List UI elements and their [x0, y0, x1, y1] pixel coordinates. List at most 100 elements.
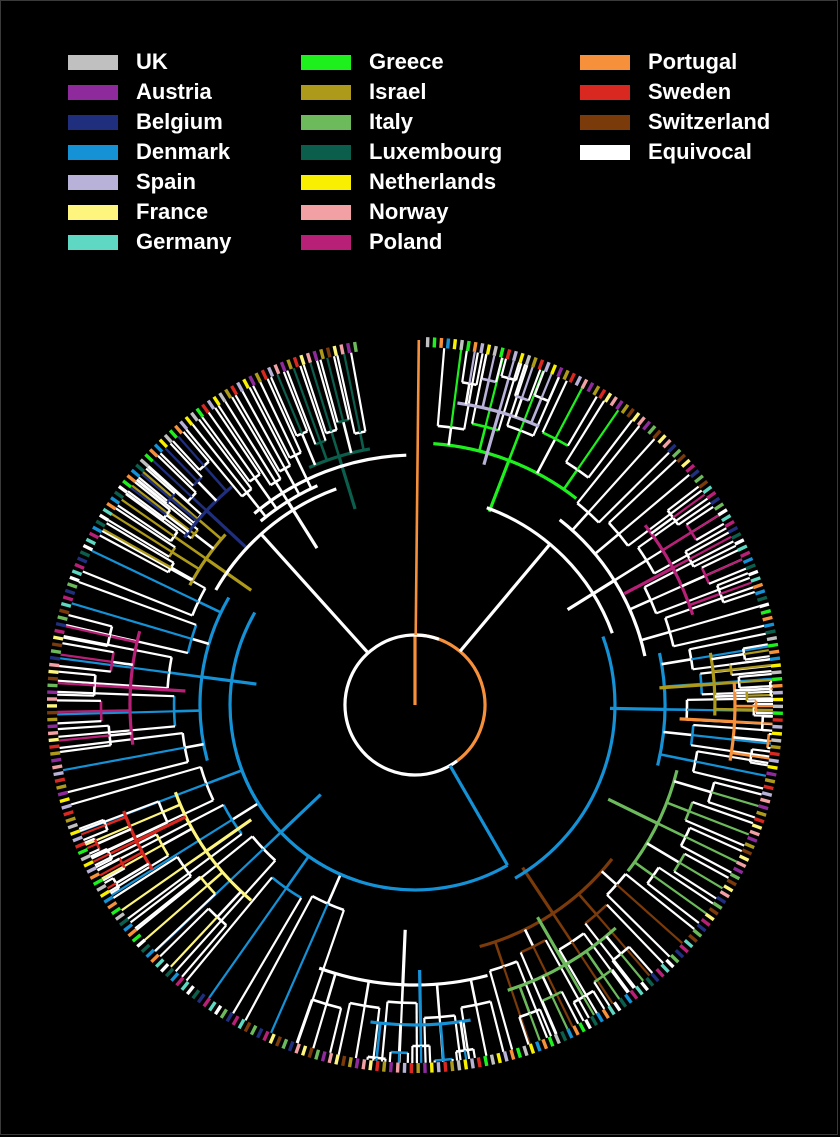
tree-tip: [159, 963, 170, 973]
tree-branches: [56, 339, 774, 1064]
tree-tip: [114, 912, 125, 921]
tree-branch-radial: [544, 939, 590, 1019]
tree-branch-radial: [652, 874, 707, 915]
tree-tip: [762, 615, 773, 622]
tree-branch-radial: [684, 852, 730, 879]
tree-tip: [568, 372, 576, 384]
tree-tip: [77, 847, 89, 856]
tree-tip: [88, 531, 100, 540]
tree-branch-radial: [600, 870, 618, 886]
legend-swatch: [68, 174, 118, 190]
tree-branch-radial: [720, 581, 752, 595]
tree-branch-radial: [605, 935, 622, 955]
tree-tip: [645, 976, 655, 987]
tree-tip: [69, 575, 80, 583]
tree-tip: [201, 403, 210, 414]
tree-tip: [179, 420, 189, 431]
tree-branch-radial: [108, 839, 137, 856]
tree-tip: [603, 392, 613, 403]
tree-tip: [662, 438, 672, 449]
tree-branch-radial: [558, 949, 598, 1014]
tree-branch-radial: [689, 632, 767, 651]
tree-branch-radial: [350, 352, 367, 432]
legend-item-greece: Greece: [301, 49, 444, 75]
tree-branch-radial: [566, 579, 616, 611]
tree-branch-radial: [208, 887, 288, 999]
tree-tip: [716, 895, 727, 905]
tree-branch-radial: [205, 557, 253, 592]
tree-branch-radial: [730, 664, 771, 671]
tree-branch-radial: [480, 353, 488, 379]
tree-branch-radial: [269, 376, 298, 437]
tree-tip: [676, 453, 687, 463]
tree-branch-radial: [109, 732, 132, 737]
tree-branch-radial: [159, 907, 210, 958]
tree-branch-radial: [206, 871, 224, 887]
tree-branch-radial: [475, 353, 484, 386]
tree-branch-radial: [507, 430, 522, 461]
tree-branch-radial: [527, 369, 542, 401]
tree-tip: [456, 1060, 462, 1071]
tree-branch-radial: [551, 995, 569, 1030]
tree-branch-radial: [711, 791, 759, 808]
tree-tip: [118, 917, 130, 927]
tree-branch-radial: [270, 903, 329, 1034]
tree-branch-radial: [294, 454, 313, 490]
tree-branch-radial: [217, 405, 272, 486]
tree-branch-radial: [712, 668, 732, 673]
tree-tip: [537, 359, 545, 370]
tree-tip: [74, 841, 86, 849]
tree-branch-radial: [302, 364, 328, 434]
tree-tip: [80, 854, 91, 862]
legend-label: Sweden: [648, 79, 732, 104]
legend-label: Greece: [369, 49, 444, 74]
tree-tip: [432, 337, 437, 348]
tree-branch-radial: [762, 728, 773, 732]
tree-tip: [76, 556, 88, 564]
tree-branch-radial: [554, 387, 583, 440]
legend-item-austria: Austria: [68, 79, 212, 105]
tree-branch-radial: [673, 624, 765, 648]
tree-branch-radial: [169, 916, 219, 968]
tree-branch-radial: [252, 385, 291, 459]
tree-branch-radial: [629, 598, 652, 611]
tree-branch-arc: [565, 460, 590, 479]
tree-tip: [524, 354, 532, 366]
tree-tips: [46, 337, 784, 1074]
tree-tip: [580, 378, 589, 390]
tree-branch-radial: [337, 1002, 352, 1056]
legend-item-poland: Poland: [301, 229, 442, 255]
tree-branch-radial: [115, 507, 176, 549]
tree-tip: [771, 738, 782, 743]
tree-tip: [196, 993, 206, 1004]
legend-swatch: [68, 54, 118, 70]
tree-tip: [184, 415, 194, 426]
tree-branch-radial: [144, 884, 209, 941]
tree-branch-arc: [191, 587, 207, 616]
tree-tip: [48, 669, 59, 674]
tree-branch-arc: [643, 586, 658, 614]
tree-tip: [439, 337, 444, 349]
tree-branch-radial: [99, 534, 169, 574]
tree-branch-radial: [650, 516, 674, 535]
tree-tip: [153, 443, 164, 453]
tree-branch-radial: [751, 754, 770, 760]
tree-branch-radial: [101, 844, 163, 880]
tree-tip: [236, 381, 244, 393]
tree-branch-arc: [173, 791, 253, 902]
tree-tip: [48, 737, 59, 743]
tree-tip: [634, 985, 644, 996]
tree-branch-arc: [708, 652, 717, 716]
tree-tip: [655, 967, 665, 978]
tree-tip: [744, 842, 755, 850]
tree-tip: [60, 601, 72, 608]
tree-tip: [62, 595, 74, 602]
tree-tip: [208, 1001, 217, 1012]
tree-tip: [729, 872, 741, 881]
tree-branch-radial: [91, 821, 168, 860]
tree-tip: [698, 479, 709, 489]
tree-tip: [168, 429, 178, 439]
tree-tip: [354, 1058, 360, 1069]
tree-branch-radial: [375, 1022, 382, 1059]
tree-branch-radial: [330, 431, 341, 457]
